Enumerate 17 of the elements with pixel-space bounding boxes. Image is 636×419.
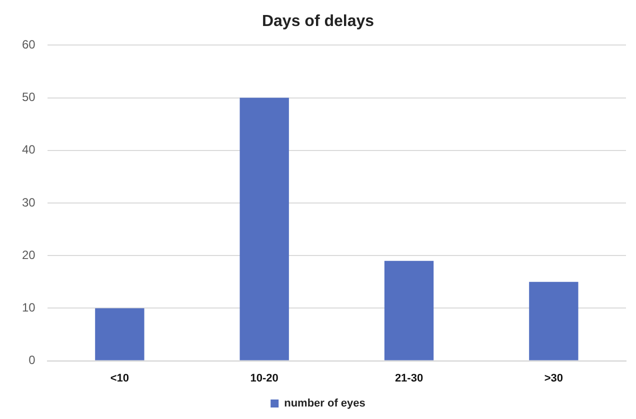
y-tick-label: 40 xyxy=(22,142,36,157)
x-tick-label: >30 xyxy=(544,372,564,384)
y-tick-label: 20 xyxy=(22,248,36,262)
bar xyxy=(95,308,144,360)
chart-title: Days of delays xyxy=(262,13,374,30)
legend-label: number of eyes xyxy=(284,398,366,410)
x-tick-label: 21-30 xyxy=(394,372,424,384)
x-tick-label: <10 xyxy=(110,372,130,384)
y-tick-label: 0 xyxy=(28,353,36,368)
y-tick-label: 50 xyxy=(22,90,36,104)
y-tick-label: 60 xyxy=(22,38,36,52)
x-tick-label: 10-20 xyxy=(250,372,278,384)
y-tick-label: 10 xyxy=(22,300,36,315)
y-tick-label: 30 xyxy=(22,195,36,210)
bar xyxy=(240,98,289,360)
bar xyxy=(529,282,578,360)
bar xyxy=(384,260,434,360)
